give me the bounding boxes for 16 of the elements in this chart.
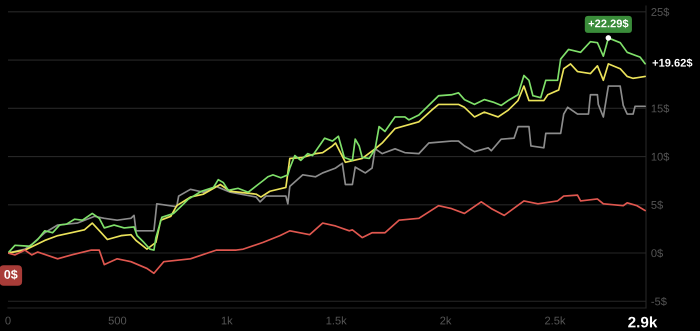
y-tick-label: -5$	[651, 297, 667, 306]
x-tick-label: 1.5k	[326, 316, 347, 324]
y-tick-label: 5$	[651, 200, 664, 210]
y-tick-label: 0$	[651, 248, 664, 258]
x-tick-label: 500	[108, 316, 126, 324]
y-tick-label: 25$	[651, 8, 670, 17]
x-tick-label: 0	[5, 316, 11, 324]
annotation: +19.62$	[652, 58, 692, 68]
x-tick-label: 2.9k	[628, 316, 658, 328]
y-tick-label: 10$	[652, 152, 670, 162]
annotation: 0$	[4, 269, 18, 280]
x-tick-label: 2.5k	[545, 316, 566, 324]
x-tick-label: 1k	[222, 316, 233, 324]
x-tick-label: 2k	[440, 316, 452, 324]
annotation: +22.29$	[588, 19, 628, 28]
y-tick-label: 15$	[652, 104, 670, 114]
